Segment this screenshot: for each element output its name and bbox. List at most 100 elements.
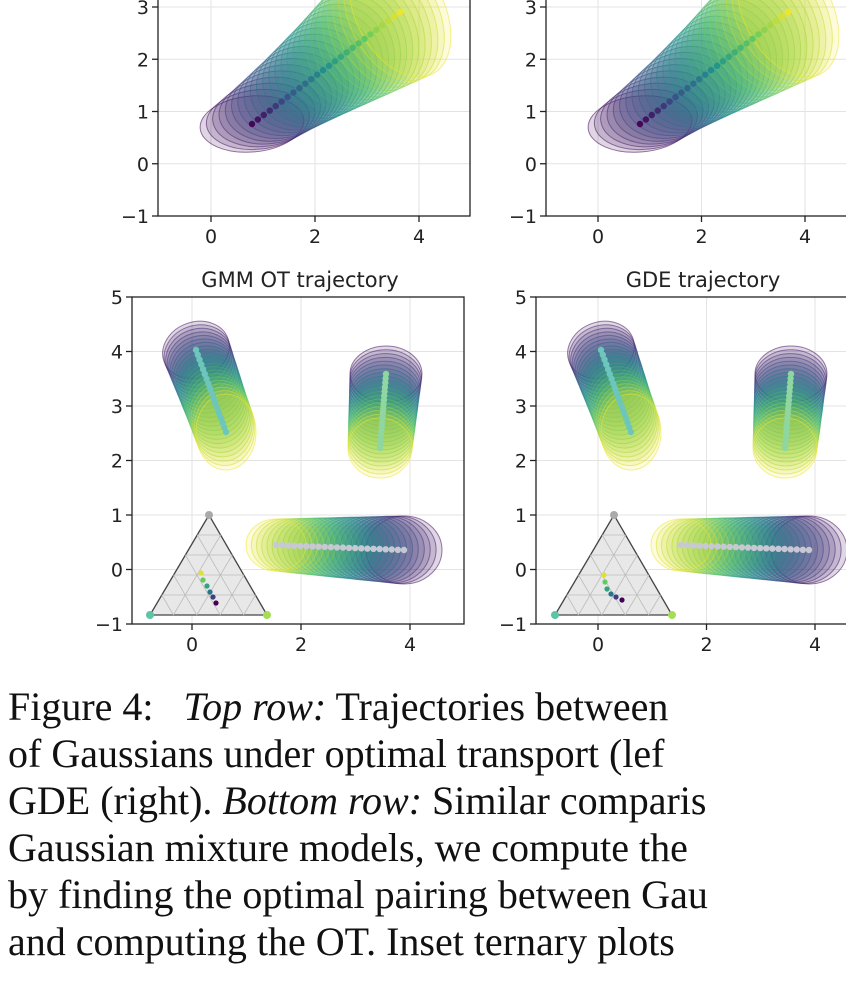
trajectory-point [749,35,756,43]
trajectory-point [285,542,292,549]
trajectory-point [272,541,280,549]
ternary-vertex [146,611,154,619]
x-tick-label: 4 [809,634,821,656]
x-ticks-bottom-left: 0 2 4 [186,624,416,656]
trajectory-point [394,546,402,553]
trajectory-point [787,546,794,553]
x-ticks-top-left: 0 2 4 [205,216,425,248]
x-tick-label: 0 [592,226,604,248]
ternary-vertex [610,511,618,519]
trajectory-point [376,444,384,452]
trajectory-point [702,542,709,550]
ternary-trajectory-point [613,594,619,600]
trajectory-point [212,399,219,407]
ternary-grid-line [173,534,221,616]
y-tick-label: 2 [515,451,527,473]
y-tick-label: 2 [525,49,537,71]
trajectory-point [291,542,298,549]
ellipses-top-left [199,0,452,153]
trajectory-point [755,31,762,38]
trajectory-point [396,8,404,16]
trajectory-point [385,17,392,25]
trajectory-point [731,49,738,56]
trajectory-point [319,67,327,74]
trajectory-point [701,71,709,78]
ternary-trajectory-point [602,579,608,585]
y-tick-label: 0 [515,560,527,582]
trajectory-point [763,545,770,552]
trajectory-point [619,404,626,412]
panel-bottom-left: GMM OT trajectory −1 0 1 2 3 4 5 0 2 4 [95,268,465,656]
trajectory-point [308,76,315,83]
caption-line-6: and computing the OT. Inset ternary plot… [8,919,675,964]
trajectory-point [654,107,661,114]
trajectory-point [214,404,221,412]
trajectory-point [400,546,408,554]
x-ticks-top-right: 0 2 4 [592,216,811,248]
trajectory-point [321,543,328,551]
trajectory-point [358,545,365,552]
trajectory-point [208,390,216,397]
y-tick-label: −1 [95,614,123,636]
trajectory-point [683,542,691,549]
trajectory-point [221,424,228,431]
trajectory-point [599,351,606,358]
trajectory-point [781,545,788,553]
trajectory-point [714,543,721,550]
trajectory-point [750,544,758,552]
y-tick-label: 1 [525,102,537,124]
trajectory-point [608,375,615,383]
trajectory-point [805,546,813,554]
bottom-row-label: Bottom row: [222,778,423,823]
y-tick-label: 0 [137,154,149,176]
trajectory-point [737,44,744,51]
trajectory-point [610,380,617,387]
trajectory-top-right [636,8,792,128]
ternary-trajectory-point [601,572,607,578]
caption-line-5: by finding the optimal pairing between G… [8,872,708,917]
trajectory-point [297,542,304,550]
trajectory-point [210,395,217,402]
trajectory-point [696,542,703,549]
trajectory-point [333,544,341,551]
trajectory-point [648,111,655,119]
caption-line-3: GDE (right). Bottom row: Similar compari… [8,777,846,824]
trajectory-point [315,543,322,550]
trajectory-point [364,545,371,552]
trajectory-point [732,543,740,551]
trajectory-point [604,366,612,373]
trajectory-point [272,102,279,110]
trajectory-point [205,380,212,387]
trajectory-point [206,385,214,392]
x-tick-label: 2 [700,634,712,656]
trajectory-point [254,116,262,123]
trajectory-point [370,545,377,552]
trajectory-point [196,356,203,363]
trajectory-point [303,543,310,550]
panel-top-left: −1 0 1 2 3 0 2 4 [121,0,471,248]
ternary-triangle [148,513,269,616]
ternary-grid-line [161,594,174,616]
caption-line-3-start: GDE (right). [8,778,213,823]
ternary-grid-line [196,554,233,616]
trajectory-point [684,85,691,92]
trajectory-point [327,543,335,551]
trajectory-point [778,13,786,20]
trajectory-point [290,89,297,96]
trajectory-point [601,356,608,363]
trajectory-point [799,546,807,553]
trajectory-point [313,71,321,78]
trajectory-point [719,58,727,65]
trajectory-point [626,424,633,431]
trajectory-point [603,361,610,368]
trajectory-point [767,22,774,29]
trajectory-point [784,8,792,16]
trajectory-point [769,545,776,552]
caption-line-1-rest: Trajectories between [335,684,669,729]
component-trajectories [597,346,813,554]
trajectory-point [708,543,715,550]
trajectory-point [390,13,398,20]
ternary-grid-line [590,554,626,616]
panel-bottom-right: GDE trajectory −1 0 1 2 3 4 5 0 2 4 [499,268,846,656]
ternary-trajectory-point [213,600,219,606]
